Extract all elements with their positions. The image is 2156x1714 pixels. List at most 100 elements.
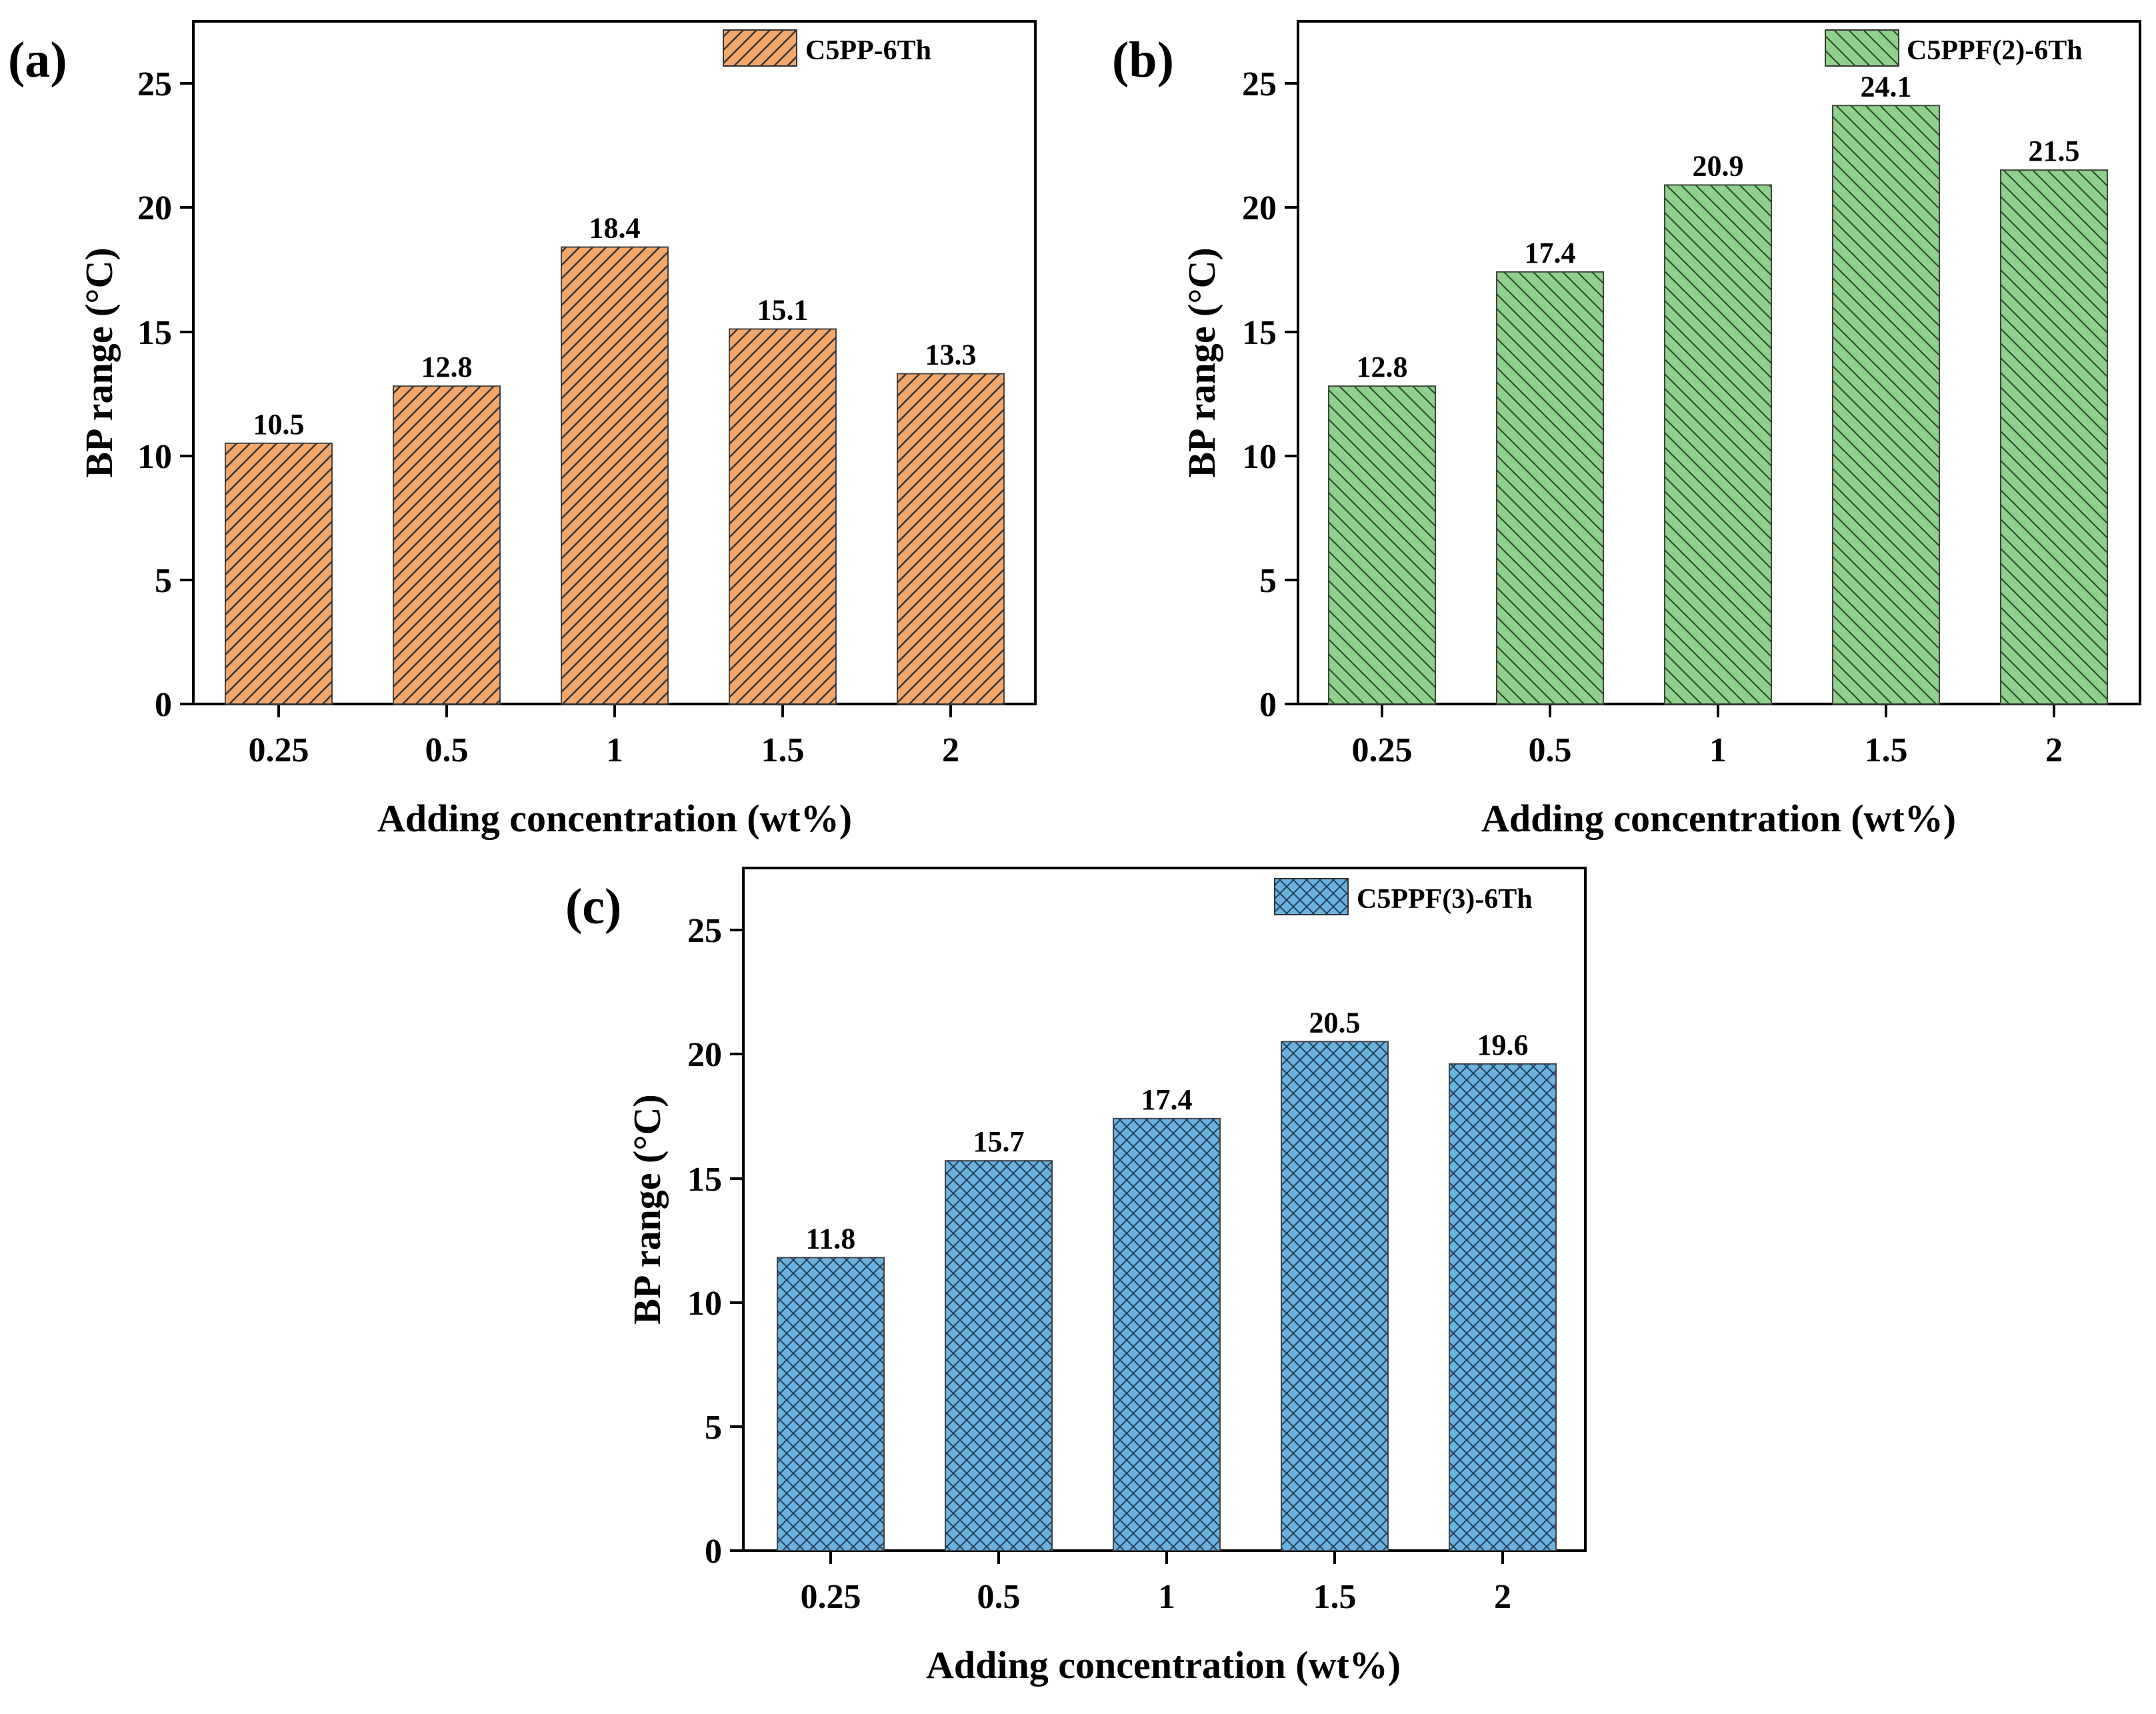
panel-b-yticks: 0 5 10 15 20 25	[1242, 65, 1298, 724]
panel-a-ytick: 5	[155, 562, 193, 600]
panel-a-xtick-label: 0.25	[249, 731, 309, 769]
panel-a-ylabel: BP range (°C)	[77, 247, 121, 477]
panel-a-ytick-label: 0	[155, 686, 172, 724]
panel-b-xtick: 0.25	[1352, 704, 1413, 769]
bar-hatch	[1113, 1118, 1220, 1551]
bar-hatch	[1833, 105, 1939, 704]
panel-b-data-label: 20.9	[1693, 149, 1744, 182]
panel-a-xtick: 0.25	[249, 704, 309, 769]
panel-c-data-label: 17.4	[1141, 1083, 1193, 1116]
panel-c-bar: 17.4	[1113, 1083, 1221, 1551]
panel-c-yticks: 0 5 10 15 20 25	[687, 912, 743, 1571]
panel-a: (a) C5PP-6Th BP range (°C) Adding concen…	[8, 20, 1037, 840]
panel-b-ytick-label: 25	[1242, 65, 1277, 103]
panel-c-ytick: 15	[687, 1161, 743, 1199]
bar-hatch	[1449, 1063, 1556, 1551]
panel-a-legend-text: C5PP-6Th	[805, 35, 931, 66]
panel-a-data-label: 10.5	[253, 408, 305, 441]
panel-c-ytick-label: 20	[687, 1036, 722, 1074]
panel-a-legend: C5PP-6Th	[723, 29, 931, 67]
panel-c-xtick: 0.5	[977, 1551, 1021, 1616]
bar-hatch	[1329, 386, 1435, 704]
panel-a-ytick: 20	[137, 189, 193, 227]
bar-hatch	[897, 373, 1004, 704]
panel-b-xlabel: Adding concentration (wt%)	[1481, 797, 1956, 840]
panel-c-label: (c)	[565, 879, 621, 935]
panel-b-legend: C5PPF(2)-6Th	[1825, 29, 2083, 67]
panel-a-ytick-label: 15	[137, 314, 172, 352]
panel-b-bar: 20.9	[1664, 149, 1772, 705]
bar-hatch	[2001, 170, 2107, 704]
panel-c-xtick-label: 0.5	[977, 1578, 1021, 1616]
panel-b-ytick: 0	[1259, 686, 1298, 724]
panel-a-ytick: 15	[137, 314, 193, 352]
panel-b-xtick: 2	[2045, 704, 2063, 769]
panel-b-ytick-label: 15	[1242, 314, 1277, 352]
panel-c-data-label: 11.8	[806, 1222, 856, 1255]
bar-hatch	[1665, 185, 1771, 705]
panel-b-data-label: 17.4	[1525, 237, 1576, 269]
panel-a-yticks: 0 5 10 15 20 25	[137, 65, 193, 724]
panel-c-xtick: 0.25	[801, 1551, 861, 1616]
panel-b-legend-text: C5PPF(2)-6Th	[1907, 35, 2083, 66]
panel-b-data-label: 24.1	[1861, 70, 1912, 103]
panel-c-xtick-label: 2	[1494, 1578, 1511, 1616]
panel-c-xtick-label: 1	[1158, 1578, 1175, 1616]
panel-b-xtick: 1	[1709, 704, 1727, 769]
panel-a-xtick: 1.5	[761, 704, 805, 769]
panel-b-ytick-label: 20	[1242, 189, 1277, 227]
panel-b-xticks: 0.25 0.5 1 1.5 2	[1352, 704, 2063, 769]
panel-c-xticks: 0.25 0.5 1 1.5 2	[801, 1551, 1511, 1616]
panel-a-bar: 18.4	[561, 212, 669, 705]
panel-a-ytick: 10	[137, 438, 193, 476]
panel-c-xtick: 2	[1494, 1551, 1511, 1616]
bar-hatch	[561, 247, 668, 705]
panel-c-legend-swatch-hatch	[1275, 879, 1348, 915]
panel-b-xtick-label: 0.25	[1352, 731, 1413, 769]
panel-a-xticks: 0.25 0.5 1 1.5 2	[249, 704, 959, 769]
panel-a-xlabel: Adding concentration (wt%)	[377, 797, 852, 840]
panel-b-bar: 21.5	[2000, 135, 2108, 705]
panel-b-ytick: 15	[1242, 314, 1298, 352]
panel-c-xlabel: Adding concentration (wt%)	[926, 1643, 1401, 1687]
panel-b-ytick: 5	[1259, 562, 1298, 600]
panel-c-ytick-label: 10	[687, 1285, 722, 1323]
panel-a-bar: 15.1	[729, 294, 837, 705]
panel-a-bar: 12.8	[393, 351, 501, 705]
panel-c-ytick-label: 15	[687, 1161, 722, 1199]
panel-a-ytick-label: 5	[155, 562, 172, 600]
panel-a-label: (a)	[8, 32, 67, 88]
panel-c-data-label: 20.5	[1309, 1006, 1361, 1039]
panel-a-ytick-label: 25	[137, 65, 172, 103]
panel-a-ytick: 25	[137, 65, 193, 103]
panel-c-ytick: 20	[687, 1036, 743, 1074]
panel-a-data-label: 15.1	[757, 294, 809, 327]
panel-c-ytick-label: 0	[705, 1533, 722, 1571]
panel-c-bar: 15.7	[945, 1125, 1053, 1552]
panel-a-xtick: 2	[942, 704, 959, 769]
panel-b-bar: 12.8	[1328, 351, 1436, 705]
panel-b-data-label: 21.5	[2029, 135, 2080, 167]
panel-a-ytick-label: 10	[137, 438, 172, 476]
panel-b-ytick: 10	[1242, 438, 1298, 476]
panel-b-xtick: 0.5	[1529, 704, 1572, 769]
panel-c-xtick: 1.5	[1313, 1551, 1357, 1616]
panel-b-xtick-label: 2	[2045, 731, 2063, 769]
panel-c-data-label: 15.7	[973, 1125, 1025, 1158]
panel-c-ylabel: BP range (°C)	[625, 1094, 669, 1324]
panel-c-xtick-label: 1.5	[1313, 1578, 1357, 1616]
panel-a-xtick-label: 1	[606, 731, 623, 769]
panel-c-ytick: 5	[705, 1409, 743, 1447]
panel-a-xtick-label: 0.5	[425, 731, 469, 769]
panel-a-data-label: 13.3	[925, 339, 977, 371]
panel-c-ytick-label: 25	[687, 912, 722, 950]
panel-c-bars: 11.8 15.7 17.4 20.5 19.6	[777, 1006, 1557, 1552]
panel-a-ytick: 0	[155, 686, 193, 724]
panel-c-legend-text: C5PPF(3)-6Th	[1357, 884, 1533, 915]
panel-c-bar: 19.6	[1449, 1029, 1557, 1551]
panel-b: (b) C5PPF(2)-6Th BP range (°C) Adding co…	[1112, 20, 2141, 840]
panel-c-data-label: 19.6	[1477, 1029, 1529, 1061]
panel-b-data-label: 12.8	[1357, 351, 1408, 383]
bar-hatch	[1497, 271, 1603, 705]
